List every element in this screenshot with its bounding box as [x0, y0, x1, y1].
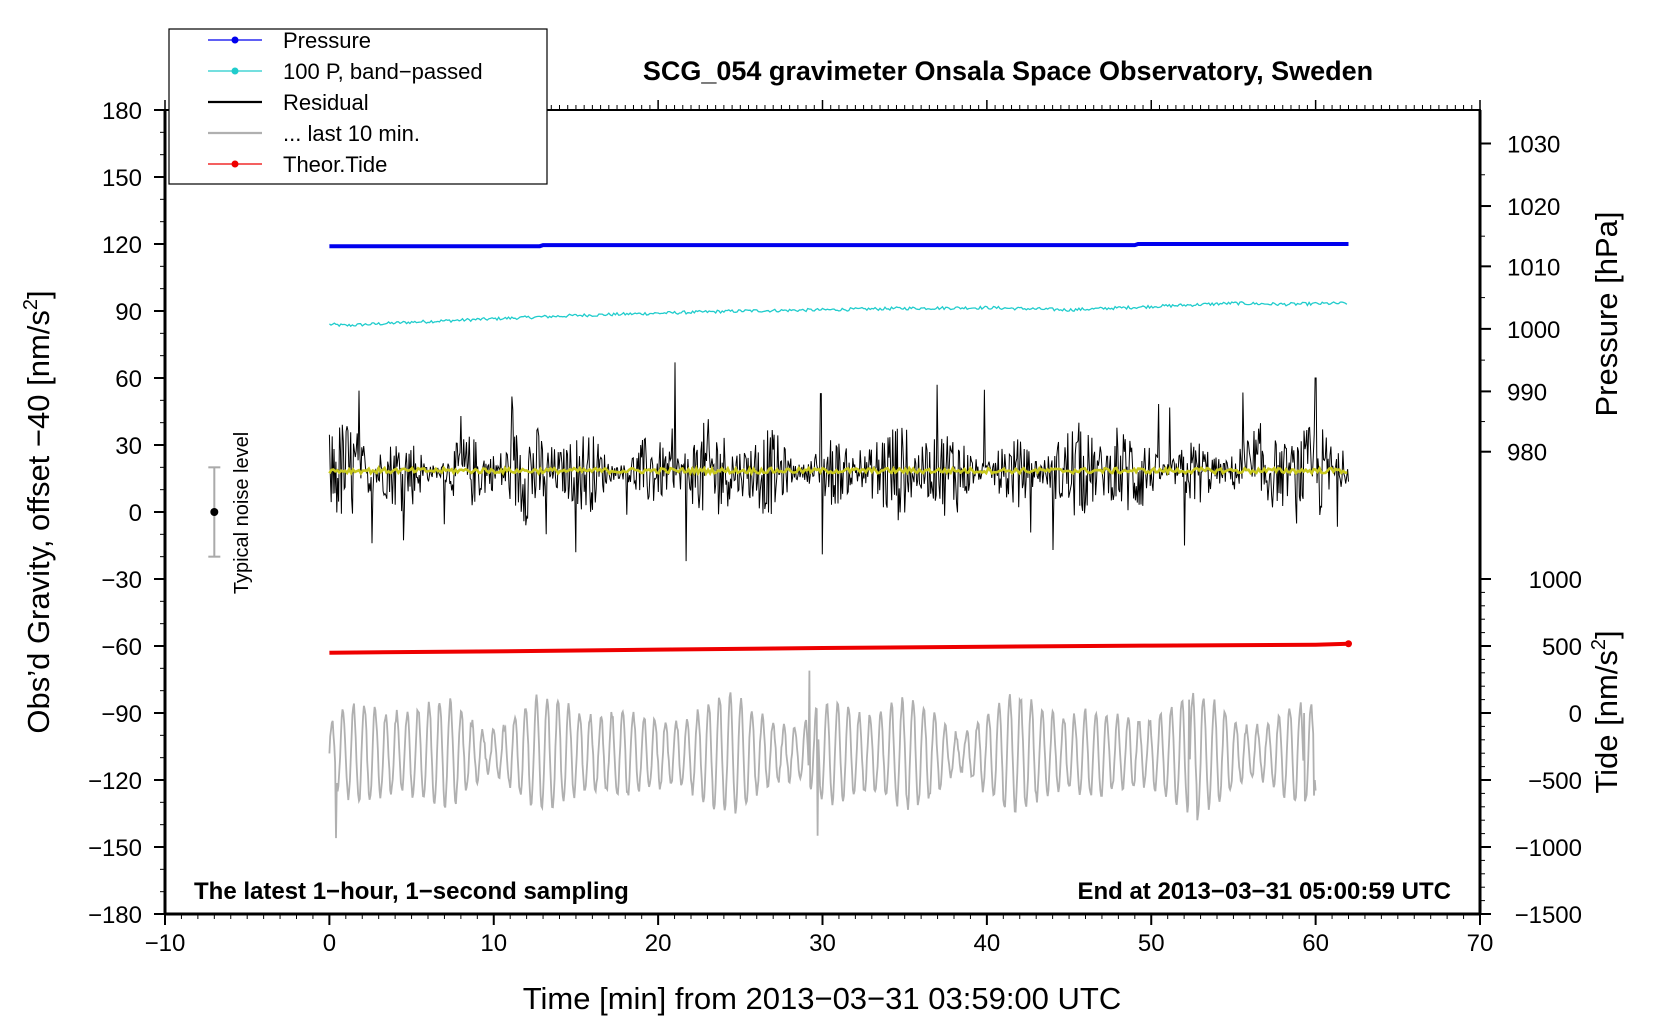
tide-axis-label-sup: 2 [1588, 639, 1610, 650]
left-tick-label: 90 [115, 299, 142, 326]
left-tick-label: 60 [115, 366, 142, 393]
smoothed-residual-line [328, 464, 1348, 477]
x-tick-label: 40 [974, 930, 1001, 957]
legend-marker [231, 160, 239, 168]
left-tick-label: −30 [101, 567, 142, 594]
x-tick-label: 50 [1138, 930, 1165, 957]
end-time-annotation: End at 2013−03−31 05:00:59 UTC [1077, 878, 1451, 905]
sampling-annotation: The latest 1−hour, 1−second sampling [194, 878, 629, 905]
pressure-tick-label: 990 [1507, 379, 1547, 406]
bandpassed-series-line [329, 301, 1348, 328]
legend-box [168, 28, 548, 185]
left-axis-label-main: Obs’d Gravity, offset −40 [nm/s [21, 310, 56, 734]
chart-title: SCG_054 gravimeter Onsala Space Observat… [643, 56, 1373, 86]
x-axis-label: Time [min] from 2013−03−31 03:59:00 UTC [523, 981, 1122, 1016]
left-tick-label: −180 [88, 902, 142, 929]
last-10-min-series-line [328, 670, 1317, 839]
legend-label: Residual [283, 90, 369, 115]
x-tick-label: 60 [1302, 930, 1329, 957]
legend-label: Theor.Tide [283, 152, 387, 177]
series-layer [328, 242, 1352, 839]
left-tick-label: −60 [101, 634, 142, 661]
legend-label: Pressure [283, 28, 371, 53]
left-tick-label: 30 [115, 433, 142, 460]
pressure-tick-label: 1030 [1507, 132, 1560, 159]
pressure-tick-label: 980 [1507, 440, 1547, 467]
left-tick-label: −90 [101, 701, 142, 728]
left-tick-label: −150 [88, 835, 142, 862]
left-tick-label: −120 [88, 768, 142, 795]
x-tick-label: 20 [645, 930, 672, 957]
legend-label: 100 P, band−passed [283, 59, 483, 84]
pressure-tick-label: 1010 [1507, 254, 1560, 281]
tide-axis-label-end: ] [1589, 630, 1624, 639]
x-tick-label: 70 [1467, 930, 1494, 957]
tide-series-line [329, 641, 1349, 655]
left-tick-label: 180 [102, 98, 142, 125]
tide-tick-label: 500 [1542, 634, 1582, 661]
noise-level-label: Typical noise level [231, 432, 253, 594]
x-tick-label: 0 [323, 930, 336, 957]
x-tick-label: −10 [145, 930, 186, 957]
tide-tick-label: 0 [1569, 701, 1582, 728]
legend-marker [231, 36, 239, 44]
residual-series-line [328, 362, 1349, 562]
x-tick-label: 30 [809, 930, 836, 957]
legend-label: ... last 10 min. [283, 121, 420, 146]
pressure-series-line [329, 242, 1349, 249]
left-tick-label: 120 [102, 232, 142, 259]
pressure-axis-label: Pressure [hPa] [1589, 211, 1624, 416]
left-axis-label-sup: 2 [20, 299, 42, 310]
tide-tick-label: −1000 [1515, 835, 1582, 862]
noise-level-indicator [208, 466, 221, 558]
left-tick-label: 150 [102, 165, 142, 192]
tide-axis-label-main: Tide [nm/s [1589, 650, 1624, 794]
pressure-tick-label: 1020 [1507, 194, 1560, 221]
tide-end-point [1345, 640, 1352, 648]
left-tick-label: 0 [129, 500, 142, 527]
x-tick-label: 10 [480, 930, 507, 957]
tick-label-layer: −10 0 10 20 30 40 50 60 701801501209060300−30−60… [88, 98, 1582, 957]
pressure-tick-label: 1000 [1507, 317, 1560, 344]
tide-tick-label: −1500 [1515, 902, 1582, 929]
left-axis-label-end: ] [21, 290, 56, 299]
legend: Pressure 100 P, band−passed Residual ... la… [168, 28, 548, 185]
noise-bar-center-point [210, 508, 219, 516]
tide-tick-label: −500 [1528, 768, 1582, 795]
tide-tick-label: 1000 [1529, 567, 1582, 594]
legend-marker [231, 67, 239, 75]
tide-axis-label: Tide [nm/s2] [1588, 630, 1624, 793]
left-axis-label: Obs’d Gravity, offset −40 [nm/s2] [20, 290, 56, 733]
